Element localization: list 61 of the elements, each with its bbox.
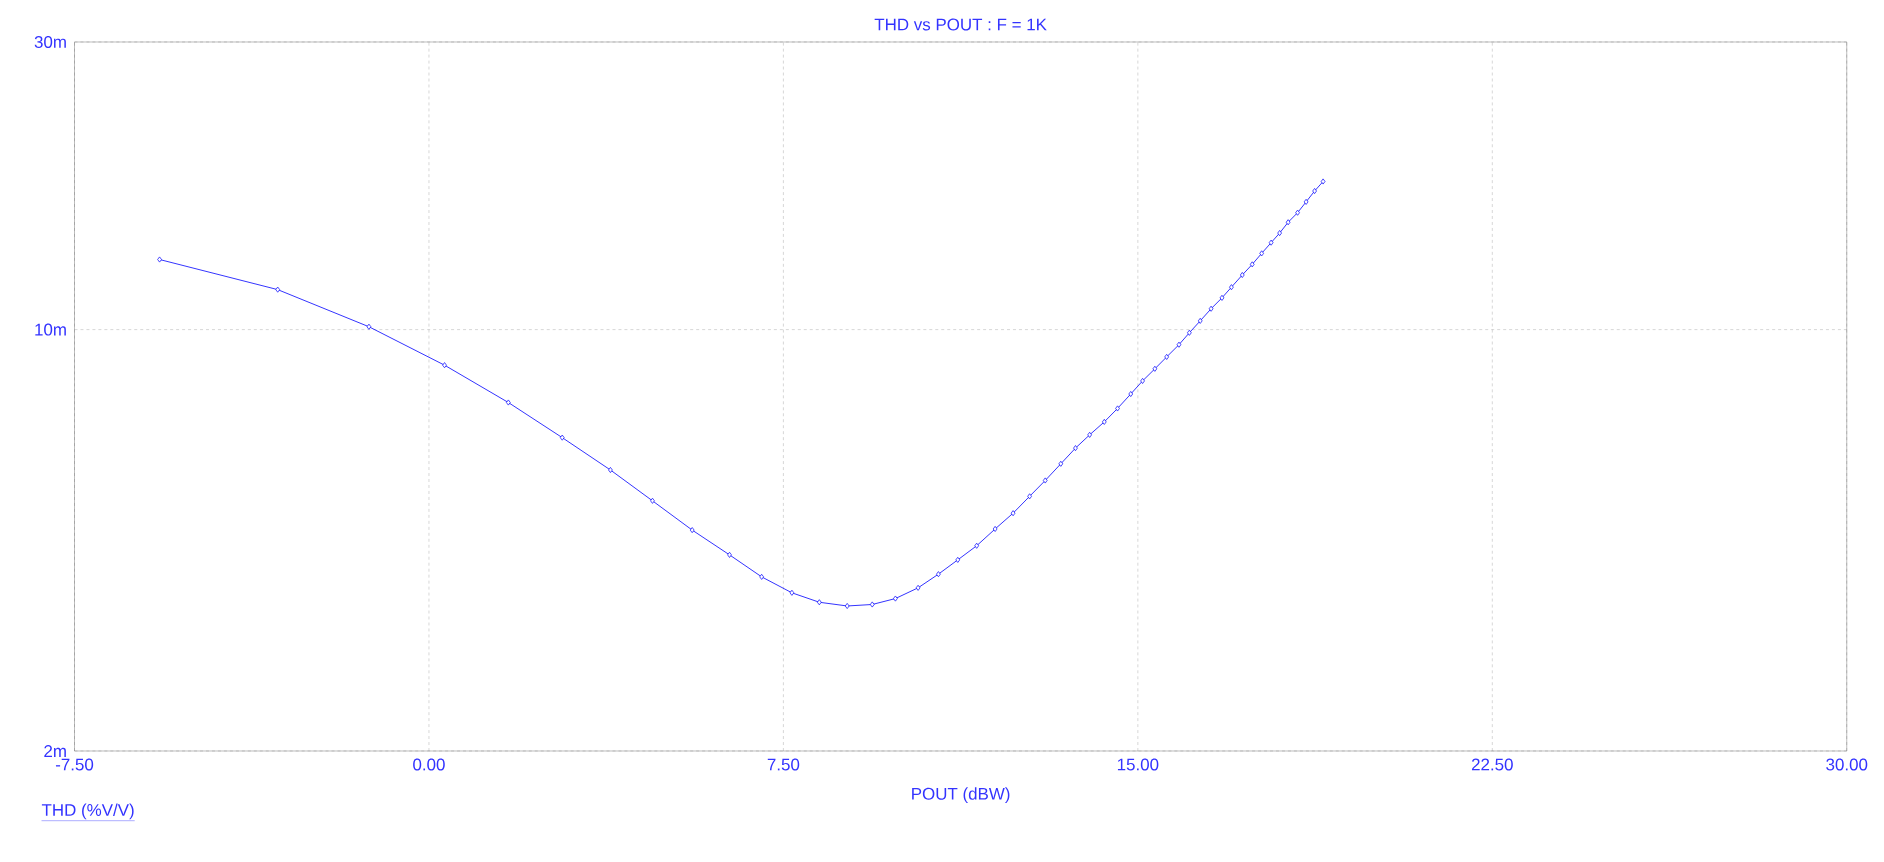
point	[1176, 341, 1182, 348]
point	[1058, 460, 1064, 467]
x-tick-label: 0.00	[413, 758, 445, 771]
point	[1219, 294, 1225, 301]
point	[1152, 365, 1158, 372]
point	[275, 286, 281, 293]
point	[844, 603, 850, 609]
point	[1285, 219, 1291, 226]
point	[1073, 445, 1078, 452]
point	[1320, 178, 1326, 185]
point	[1042, 477, 1048, 484]
point	[1295, 209, 1300, 216]
point	[689, 527, 695, 534]
point	[1128, 391, 1134, 397]
point	[955, 556, 961, 563]
point	[817, 599, 822, 606]
point	[992, 526, 998, 532]
point	[506, 399, 511, 406]
point	[1010, 510, 1016, 517]
point	[1239, 272, 1245, 278]
point	[789, 589, 795, 596]
point	[608, 467, 613, 473]
point	[1229, 284, 1234, 291]
x-tick-label: -7.50	[55, 758, 94, 771]
point	[1303, 198, 1309, 205]
chart-title: THD vs POUT : F = 1K	[874, 18, 1047, 31]
point	[157, 256, 162, 263]
point	[442, 362, 447, 369]
x-tick-label: 22.50	[1471, 758, 1513, 771]
x-tick-label: 15.00	[1117, 758, 1159, 771]
y-axis-title: THD (%V/V)	[41, 803, 134, 820]
point	[1197, 317, 1203, 324]
point	[1268, 239, 1274, 246]
y-tick-label: 10m	[35, 323, 66, 336]
y-tick-label: 2m	[44, 745, 66, 757]
point	[1164, 353, 1169, 360]
point	[869, 601, 875, 608]
point	[1312, 188, 1317, 194]
point	[915, 584, 921, 591]
point	[559, 434, 565, 441]
point	[759, 573, 764, 580]
point	[1140, 377, 1145, 384]
x-axis-title: POUT (dBW)	[912, 787, 1010, 804]
x-tick-label: 7.50	[767, 758, 800, 771]
point	[1187, 329, 1192, 336]
point	[1259, 250, 1264, 257]
point	[936, 571, 941, 578]
y-tick-label: 30m	[34, 35, 66, 48]
point	[1277, 230, 1282, 237]
point	[727, 551, 732, 558]
point	[1208, 305, 1214, 312]
point	[650, 497, 655, 504]
point	[893, 595, 898, 602]
point	[1101, 418, 1107, 425]
point	[1027, 493, 1032, 500]
point	[1249, 261, 1255, 268]
point	[974, 542, 979, 549]
x-tick-label: 30.00	[1826, 758, 1868, 771]
point	[1115, 405, 1120, 412]
point	[366, 323, 372, 330]
point	[1087, 431, 1092, 438]
